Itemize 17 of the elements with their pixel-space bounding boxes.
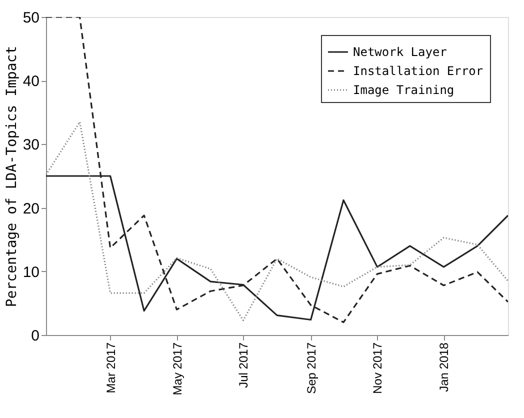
y-axis-title: Percentage of LDA-Topics Impact xyxy=(4,46,20,308)
x-tick-label: Jan 2018 xyxy=(437,342,452,392)
y-tick-label: 40 xyxy=(22,73,40,90)
y-tick-label: 50 xyxy=(22,10,40,26)
y-tick-label: 0 xyxy=(31,328,40,344)
legend-label: Installation Error xyxy=(353,64,484,78)
y-tick-label: 30 xyxy=(22,136,40,154)
x-tick-label: Mar 2017 xyxy=(104,342,118,394)
x-tick-label: May 2017 xyxy=(170,342,184,396)
legend-label: Image Training xyxy=(353,83,454,97)
x-tick-label: Nov 2017 xyxy=(370,342,385,394)
legend-label: Network Layer xyxy=(353,45,447,59)
y-tick-label: 10 xyxy=(22,264,40,281)
x-tick-label: Jul 2017 xyxy=(236,342,251,388)
y-tick-label: 20 xyxy=(22,200,40,218)
line-series xyxy=(46,17,508,324)
x-tick-label: Sep 2017 xyxy=(304,342,318,394)
